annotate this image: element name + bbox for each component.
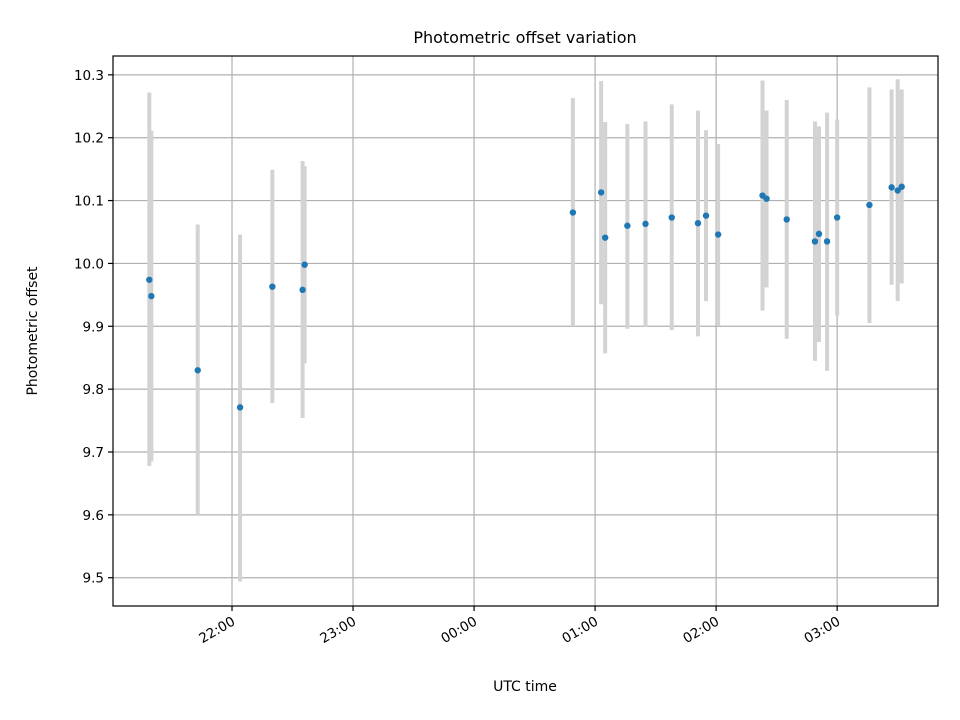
data-point — [866, 201, 873, 209]
y-tick-label: 9.8 — [83, 382, 104, 398]
data-point — [894, 187, 901, 194]
y-tick-label: 9.9 — [83, 319, 104, 335]
data-point — [642, 220, 649, 228]
data-point — [148, 292, 155, 300]
y-tick-label: 10.1 — [74, 194, 104, 210]
data-point — [569, 209, 577, 216]
data-point — [888, 184, 895, 191]
y-tick-label: 10.2 — [74, 131, 104, 147]
chart-title: Photometric offset variation — [413, 28, 636, 47]
data-point — [194, 367, 201, 374]
data-point — [668, 214, 675, 221]
data-point — [601, 234, 609, 241]
y-axis-ticks: 9.5 9.6 9.7 9.8 9.9 10.0 10.1 10.2 10.3 — [74, 68, 113, 587]
data-point — [146, 276, 153, 283]
y-tick-label: 9.5 — [83, 571, 104, 587]
y-axis-label: Photometric offset — [25, 266, 41, 396]
plot-frame — [112, 55, 939, 607]
data-point — [763, 195, 770, 202]
data-point — [811, 238, 819, 245]
data-point — [702, 212, 710, 219]
data-point — [236, 404, 244, 411]
data-point — [833, 214, 841, 221]
data-point — [301, 261, 308, 268]
data-points — [146, 183, 905, 411]
data-point — [823, 238, 831, 245]
data-point — [269, 283, 276, 290]
data-point — [624, 222, 631, 229]
data-point — [597, 189, 605, 196]
y-tick-label: 10.0 — [74, 256, 104, 272]
x-axis-label: UTC time — [493, 679, 557, 695]
data-point — [815, 230, 823, 238]
data-point — [299, 286, 306, 294]
data-point — [783, 216, 790, 223]
y-tick-label: 9.6 — [83, 508, 104, 524]
data-point — [694, 220, 702, 227]
data-point — [714, 231, 722, 238]
y-tick-label: 9.7 — [83, 445, 104, 461]
data-point — [898, 183, 905, 190]
y-tick-label: 10.3 — [74, 68, 104, 84]
grid-lines — [113, 56, 938, 606]
